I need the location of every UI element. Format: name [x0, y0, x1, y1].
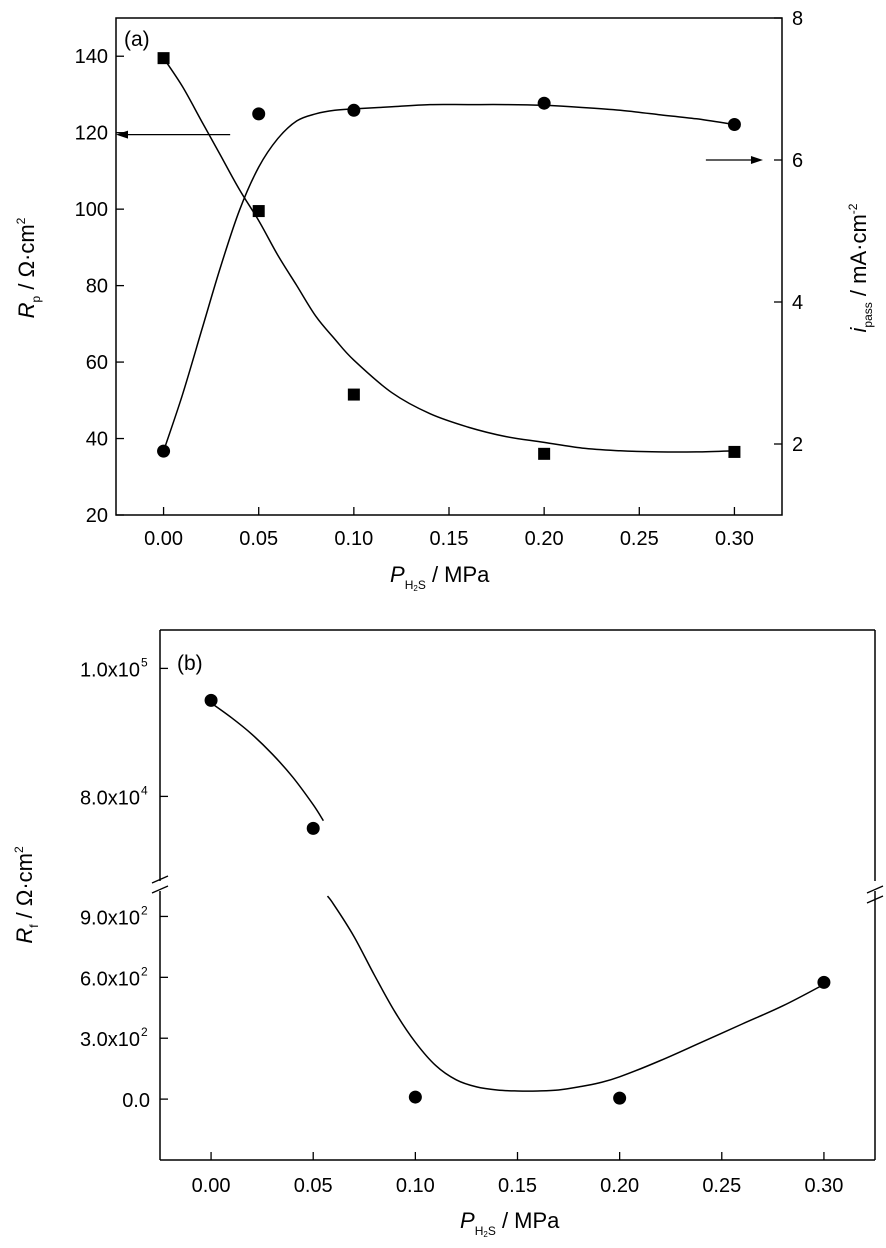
panel-a-left-y-axis-label: Rp / Ω·cm2 [14, 217, 43, 318]
panel-a-left-y-tick-label: 20 [86, 505, 108, 527]
panel-a-fit-curve-Rp [162, 57, 735, 453]
panel-a-right-y-tick-label: 4 [792, 292, 803, 314]
panel-a-label: (a) [124, 28, 150, 51]
panel-b-fit-curve-upper [210, 702, 325, 822]
panel-a-x-tick-label: 0.15 [430, 528, 469, 550]
panel-a-right-y-tick-label: 8 [792, 8, 803, 30]
panel-a: 0.00 0.05 0.10 0.15 0.20 0.25 0.30 20 40 60 80 100… [14, 8, 875, 593]
panel-b-y-tick-exponent-upper: 5 [141, 655, 148, 669]
panel-b-fit-curves [210, 702, 825, 1092]
panel-b-point-Rf [306, 821, 320, 835]
panel-b-y-tick-exponent-lower: 2 [141, 1025, 148, 1039]
panel-a-data-points [157, 52, 741, 460]
panel-b-x-tick-label: 0.10 [396, 1175, 435, 1197]
panel-a-point-Rp [347, 388, 360, 401]
panel-b-y-tick-label-lower: 6.0x10 [80, 968, 140, 990]
panel-a-fit-curve-ipass [162, 103, 735, 452]
panel-a-point-ipass [252, 107, 266, 121]
panel-a-left-y-tick-label: 100 [75, 199, 108, 221]
panel-a-x-tick-label: 0.25 [620, 528, 659, 550]
panel-b-fit-curve-lower [326, 895, 825, 1092]
panel-b-data-points [204, 693, 831, 1105]
panel-b-point-Rf [817, 975, 831, 989]
panel-b-y-tick-label-lower: 0.0 [122, 1090, 150, 1112]
panel-a-x-tick-label: 0.00 [144, 528, 183, 550]
panel-a-plot-frame [115, 17, 783, 516]
panel-a-point-ipass [537, 96, 551, 110]
panel-a-left-y-tick-label: 60 [86, 352, 108, 374]
panel-a-x-tick-label: 0.30 [715, 528, 754, 550]
panel-b-y-axis-label: Rf / Ω·cm2 [12, 846, 41, 944]
panel-a-left-y-tick-label: 40 [86, 429, 108, 451]
panel-a-x-tick-label: 0.20 [525, 528, 564, 550]
panel-b-x-tick-label: 0.20 [600, 1175, 639, 1197]
panel-a-axis-arrows [116, 130, 763, 164]
panel-b-y-tick-label-upper: 1.0x10 [80, 659, 140, 681]
panel-b-y-tick-exponent-lower: 2 [141, 964, 148, 978]
panel-a-x-axis-label: PH2S / MPa [390, 562, 490, 593]
panel-a-arrow-right [705, 156, 763, 164]
panel-b-x-tick-label: 0.00 [192, 1175, 231, 1197]
panel-b-axis-break-marks [151, 875, 884, 904]
panel-a-point-Rp [157, 52, 170, 65]
panel-a-right-y-ticks: 2 4 6 8 [774, 8, 803, 456]
panel-a-right-y-tick-label: 6 [792, 150, 803, 172]
panel-b-x-tick-label: 0.25 [702, 1175, 741, 1197]
panel-a-arrow-left [116, 130, 231, 139]
panel-b-point-Rf [204, 693, 218, 707]
panel-a-point-ipass [347, 103, 361, 117]
panel-a-left-y-tick-label: 80 [86, 276, 108, 298]
panel-b-y-tick-label-lower: 9.0x10 [80, 907, 140, 929]
panel-a-fit-curves [162, 57, 735, 453]
panel-a-right-y-tick-label: 2 [792, 434, 803, 456]
panel-b-x-axis-label: PH2S / MPa [460, 1208, 560, 1239]
panel-a-point-ipass [727, 118, 741, 131]
panel-a-point-ipass [157, 444, 171, 458]
panel-b-point-Rf [408, 1090, 422, 1104]
panel-b-x-tick-label: 0.30 [804, 1175, 843, 1197]
panel-b-y-ticks: 0.03.0x10 26.0x10 29.0x10 28.0x10 41.0x10 5 [80, 655, 168, 1112]
panel-a-left-y-tick-label: 140 [75, 46, 108, 68]
panel-a-left-y-ticks: 20 40 60 80 100 120 140 [75, 46, 124, 527]
panel-a-x-tick-label: 0.05 [239, 528, 278, 550]
panel-a-left-y-tick-label: 120 [75, 123, 108, 145]
panel-a-point-Rp [728, 445, 741, 458]
panel-a-point-Rp [252, 205, 265, 218]
panel-b: 0.00 0.05 0.10 0.15 0.20 0.25 0.30 0.03.0x10 26… [12, 629, 884, 1239]
panel-b-y-tick-label-lower: 3.0x10 [80, 1029, 140, 1051]
panel-a-point-Rp [538, 447, 551, 460]
panel-b-plot-frame [159, 629, 876, 1161]
panel-b-y-tick-exponent-upper: 4 [141, 783, 148, 797]
panel-b-y-tick-label-upper: 8.0x10 [80, 787, 140, 809]
panel-b-x-ticks: 0.00 0.05 0.10 0.15 0.20 0.25 0.30 [192, 1152, 843, 1197]
panel-a-x-ticks: 0.00 0.05 0.10 0.15 0.20 0.25 0.30 [144, 507, 754, 550]
panel-b-label: (b) [177, 652, 203, 675]
panel-a-right-y-axis-label: ipass / mA·cm-2 [846, 203, 875, 332]
panel-b-y-tick-exponent-lower: 2 [141, 903, 148, 917]
panel-b-x-tick-label: 0.05 [294, 1175, 333, 1197]
panel-b-x-tick-label: 0.15 [498, 1175, 537, 1197]
panel-b-point-Rf [613, 1091, 627, 1105]
panel-a-x-tick-label: 0.10 [334, 528, 373, 550]
